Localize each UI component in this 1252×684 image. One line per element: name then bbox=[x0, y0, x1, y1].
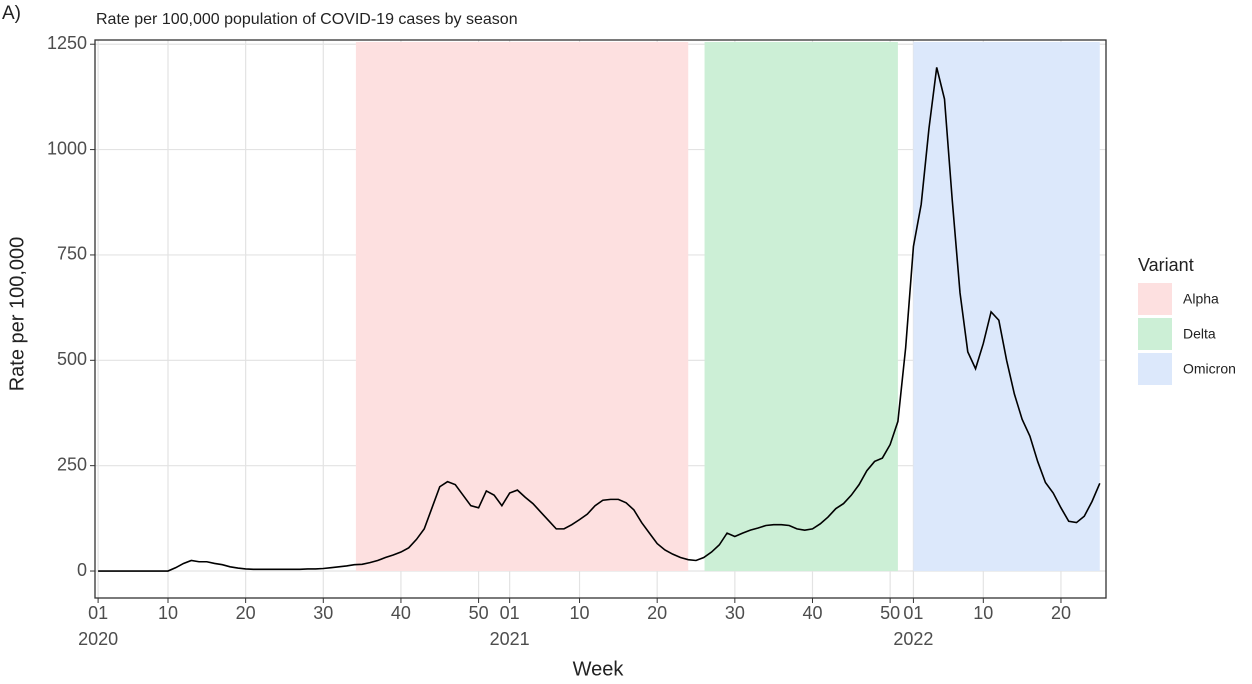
legend-label: Delta bbox=[1183, 326, 1216, 342]
legend-key bbox=[1138, 283, 1172, 315]
x-tick-label: 40 bbox=[802, 603, 822, 623]
x-tick-label: 50 bbox=[880, 603, 900, 623]
variant-band bbox=[704, 42, 898, 572]
x-year-label: 2020 bbox=[78, 629, 118, 649]
x-axis-title: Week bbox=[573, 658, 625, 680]
legend-key bbox=[1138, 353, 1172, 385]
x-tick-label: 30 bbox=[313, 603, 333, 623]
legend-label: Alpha bbox=[1183, 291, 1219, 307]
y-tick-label: 1250 bbox=[47, 33, 87, 53]
x-tick-label: 20 bbox=[1051, 603, 1071, 623]
x-tick-label: 10 bbox=[158, 603, 178, 623]
y-tick-label: 250 bbox=[57, 454, 87, 474]
x-tick-label: 20 bbox=[647, 603, 667, 623]
y-tick-label: 0 bbox=[77, 560, 87, 580]
x-year-label: 2022 bbox=[893, 629, 933, 649]
y-tick-label: 750 bbox=[57, 244, 87, 264]
y-axis-title: Rate per 100,000 bbox=[6, 237, 28, 392]
legend-label: Omicron bbox=[1183, 361, 1236, 377]
variant-band bbox=[913, 42, 1100, 572]
chart-title: Rate per 100,000 population of COVID-19 … bbox=[96, 11, 518, 28]
x-tick-label: 40 bbox=[391, 603, 411, 623]
x-tick-label: 10 bbox=[973, 603, 993, 623]
legend-title: Variant bbox=[1138, 255, 1194, 275]
panel-border bbox=[94, 39, 1107, 599]
y-tick-label: 500 bbox=[57, 349, 87, 369]
x-tick-label: 01 bbox=[500, 603, 520, 623]
y-tick-label: 1000 bbox=[47, 138, 87, 158]
x-tick-label: 10 bbox=[570, 603, 590, 623]
variant-band bbox=[355, 42, 689, 572]
x-tick-label: 01 bbox=[903, 603, 923, 623]
x-tick-label: 50 bbox=[469, 603, 489, 623]
x-tick-label: 01 bbox=[88, 603, 108, 623]
x-tick-label: 30 bbox=[725, 603, 745, 623]
x-tick-label: 20 bbox=[236, 603, 256, 623]
x-year-label: 2021 bbox=[490, 629, 530, 649]
data-line bbox=[98, 67, 1101, 572]
legend-key bbox=[1138, 318, 1172, 350]
panel-label: A) bbox=[2, 3, 21, 24]
